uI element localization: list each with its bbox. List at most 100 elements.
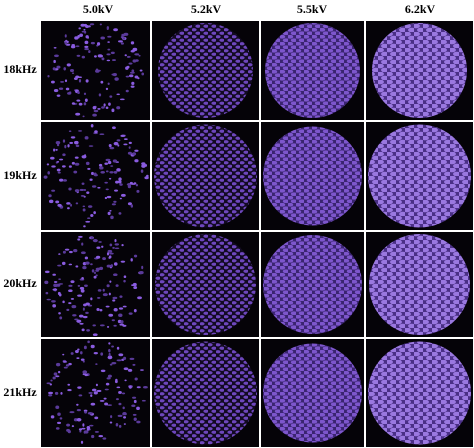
spot (59, 417, 63, 420)
spot (106, 284, 110, 288)
spot (65, 87, 70, 91)
spot (73, 77, 78, 81)
spot (121, 244, 124, 247)
discharge-disk (263, 126, 362, 226)
spot (57, 421, 62, 425)
spot (144, 163, 148, 167)
spot (83, 345, 87, 350)
spot (57, 203, 62, 207)
spot (74, 156, 79, 159)
spot (76, 403, 79, 406)
spot (113, 200, 117, 203)
spot (112, 159, 118, 163)
spot (94, 130, 98, 134)
spot (77, 348, 80, 351)
spot (109, 252, 114, 255)
spot (81, 55, 86, 59)
spot (140, 369, 144, 371)
spot (97, 289, 102, 292)
spot (86, 191, 90, 194)
spot (90, 124, 94, 128)
spot (133, 182, 137, 185)
spot (62, 153, 66, 157)
spot (106, 195, 112, 199)
spot (80, 358, 85, 361)
spot (98, 434, 104, 438)
spot (87, 340, 90, 344)
spot (120, 260, 126, 263)
row-header: 19kHz (3, 168, 37, 182)
spot (108, 292, 111, 296)
spot (115, 398, 119, 401)
spot (58, 293, 62, 297)
spot (107, 82, 110, 86)
spot (84, 40, 89, 45)
spot (46, 298, 51, 301)
spot (110, 51, 115, 55)
spot (95, 267, 101, 271)
spot (85, 302, 90, 306)
spot (73, 170, 78, 174)
spot (90, 297, 93, 301)
spot (114, 189, 119, 192)
spot (70, 136, 76, 139)
spot (81, 182, 85, 185)
spot (70, 203, 73, 207)
spot (103, 103, 106, 107)
spot (74, 189, 80, 193)
spot (50, 80, 55, 84)
spot (77, 386, 82, 389)
spot (87, 412, 93, 415)
spot (104, 181, 108, 184)
spot (75, 112, 81, 116)
spot (93, 352, 98, 355)
spot (82, 360, 85, 363)
spot (80, 440, 84, 444)
spot (108, 348, 111, 353)
spot (115, 422, 119, 427)
spot (111, 108, 115, 113)
spot (107, 249, 113, 253)
spot (123, 275, 127, 279)
spot (77, 35, 80, 39)
spot (64, 41, 68, 45)
spot (116, 346, 120, 350)
spot (72, 314, 77, 317)
spot (118, 40, 123, 43)
spot (85, 25, 90, 28)
spot (91, 171, 94, 176)
spot (127, 184, 132, 189)
spot (137, 77, 140, 80)
row-header: 21kHz (3, 385, 37, 399)
spot (132, 396, 137, 399)
spot (56, 94, 61, 97)
spot (94, 430, 99, 433)
spot (109, 171, 114, 174)
spot (75, 45, 80, 48)
spot (87, 217, 91, 220)
spot (99, 133, 105, 136)
spot (94, 416, 99, 420)
spot (58, 283, 64, 285)
spot (75, 202, 79, 205)
spot (107, 41, 110, 43)
spot (118, 177, 122, 181)
spot (119, 98, 125, 101)
spot (119, 197, 122, 200)
spot (141, 399, 146, 402)
spot (90, 402, 96, 406)
spot (54, 54, 59, 58)
spot (84, 136, 89, 140)
row-header: 18kHz (3, 62, 37, 76)
spot (55, 149, 58, 151)
spot (105, 158, 111, 162)
spot (74, 162, 80, 166)
spot (123, 356, 127, 360)
spot (108, 342, 111, 345)
spot (103, 397, 107, 400)
spot (67, 92, 72, 95)
spot (120, 42, 124, 45)
spot (76, 409, 81, 412)
spot (108, 352, 111, 357)
spot (113, 324, 117, 327)
